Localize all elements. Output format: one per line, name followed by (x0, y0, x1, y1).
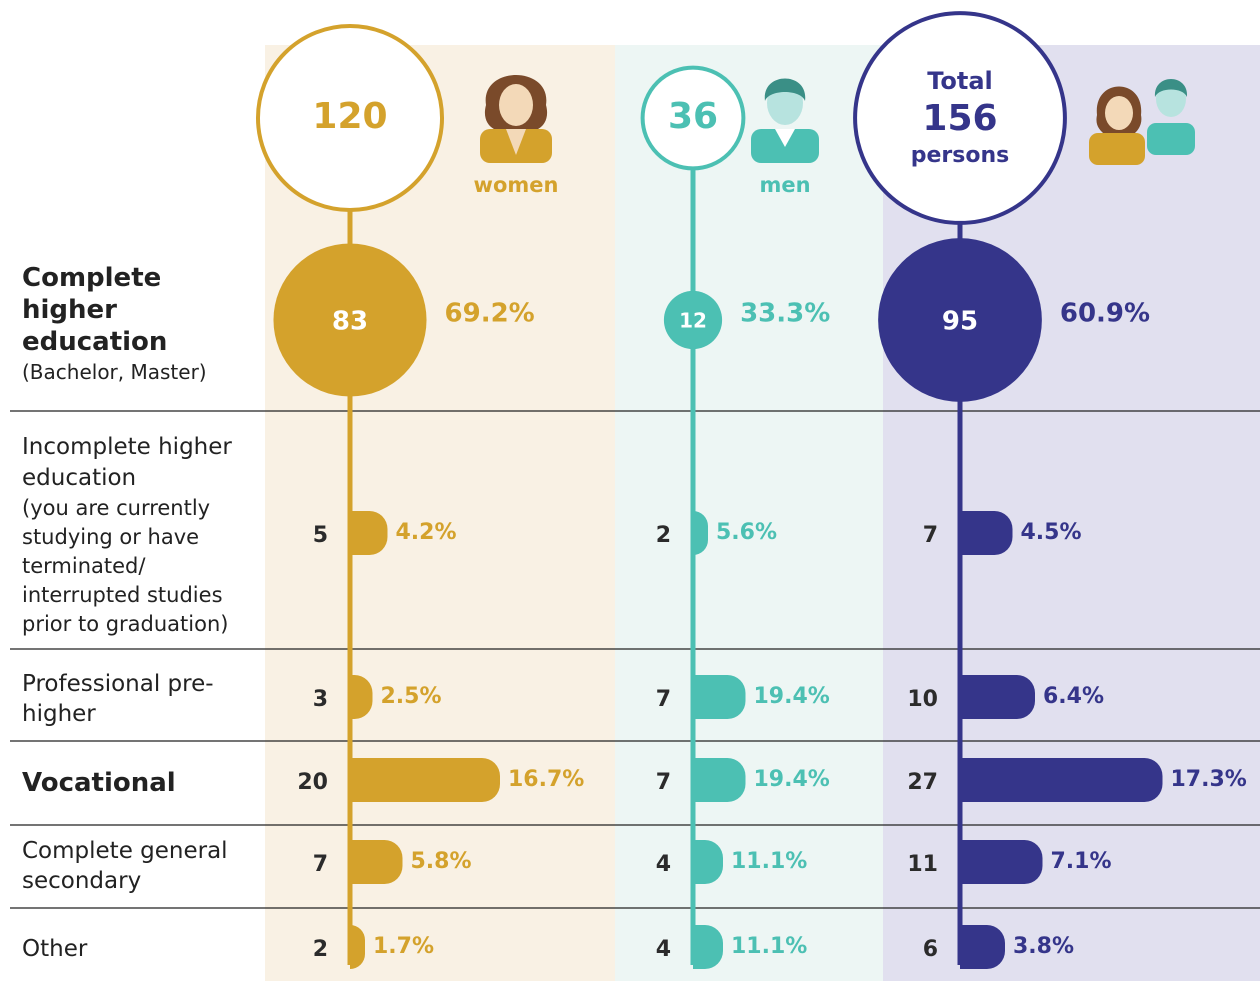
percent-label: 7.1% (1051, 849, 1112, 874)
bar (960, 758, 1163, 802)
count-label: 83 (332, 307, 368, 337)
total-label: Total (927, 67, 993, 95)
count-label: 6 (923, 937, 938, 962)
count-label: 95 (942, 307, 978, 337)
percent-label: 19.4% (754, 767, 830, 792)
count-label: 20 (297, 770, 328, 795)
bar (350, 511, 388, 555)
bar (960, 511, 1013, 555)
bar (350, 840, 403, 884)
category-title: Complete general secondary (22, 836, 252, 896)
count-label: 3 (313, 687, 328, 712)
category-title: Professional pre-higher (22, 669, 247, 729)
bar (960, 925, 1005, 969)
category-note: (Bachelor, Master) (22, 358, 257, 387)
percent-label: 5.8% (411, 849, 472, 874)
count-label: 4 (656, 937, 671, 962)
count-label: 27 (907, 770, 938, 795)
category: Other (22, 934, 257, 964)
count-label: 12 (679, 309, 707, 333)
count-label: 5 (313, 523, 328, 548)
column-background (615, 45, 883, 981)
total-unit: persons (911, 143, 1009, 168)
count-label: 10 (907, 687, 938, 712)
category-note: (you are currently studying or have term… (22, 494, 257, 639)
category: Vocational (22, 767, 257, 799)
percent-label: 1.7% (373, 934, 434, 959)
count-label: 11 (907, 852, 938, 877)
percent-label: 16.7% (508, 767, 584, 792)
percent-label: 2.5% (381, 684, 442, 709)
bar (693, 840, 723, 884)
page: 120 women 83 69.2% 5 4.2% 3 2.5% 20 16.7% 7 5.8% 2 1.… (0, 0, 1260, 981)
bar (693, 925, 723, 969)
count-label: 4 (656, 852, 671, 877)
percent-label: 60.9% (1060, 299, 1150, 329)
bar (693, 675, 746, 719)
percent-label: 3.8% (1013, 934, 1074, 959)
woman-icon (480, 75, 552, 163)
category: Incomplete higher education (you are cur… (22, 432, 257, 639)
group-label: women (474, 173, 559, 197)
percent-label: 17.3% (1171, 767, 1247, 792)
percent-label: 5.6% (716, 520, 777, 545)
percent-label: 19.4% (754, 684, 830, 709)
percent-label: 69.2% (445, 299, 535, 329)
percent-label: 33.3% (740, 299, 830, 329)
count-label: 2 (656, 523, 671, 548)
bar (960, 675, 1035, 719)
category-title: Incomplete higher education (22, 432, 257, 494)
percent-label: 4.2% (396, 520, 457, 545)
total-value: 120 (312, 96, 387, 137)
category-title: Vocational (22, 767, 257, 799)
percent-label: 11.1% (731, 934, 807, 959)
percent-label: 11.1% (731, 849, 807, 874)
bar (960, 840, 1043, 884)
group-label: men (759, 173, 810, 197)
category: Professional pre-higher (22, 669, 247, 729)
total-value: 36 (668, 96, 718, 137)
percent-label: 6.4% (1043, 684, 1104, 709)
count-label: 7 (923, 523, 938, 548)
category: Complete general secondary (22, 836, 252, 896)
bar (350, 758, 500, 802)
bar (693, 758, 746, 802)
category-title: Complete higher education (22, 262, 192, 358)
count-label: 7 (656, 687, 671, 712)
count-label: 7 (313, 852, 328, 877)
count-label: 7 (656, 770, 671, 795)
total-value: 156 (922, 98, 997, 139)
count-label: 2 (313, 937, 328, 962)
category-title: Other (22, 934, 257, 964)
category: Complete higher education (Bachelor, Mas… (22, 262, 257, 387)
percent-label: 4.5% (1021, 520, 1082, 545)
